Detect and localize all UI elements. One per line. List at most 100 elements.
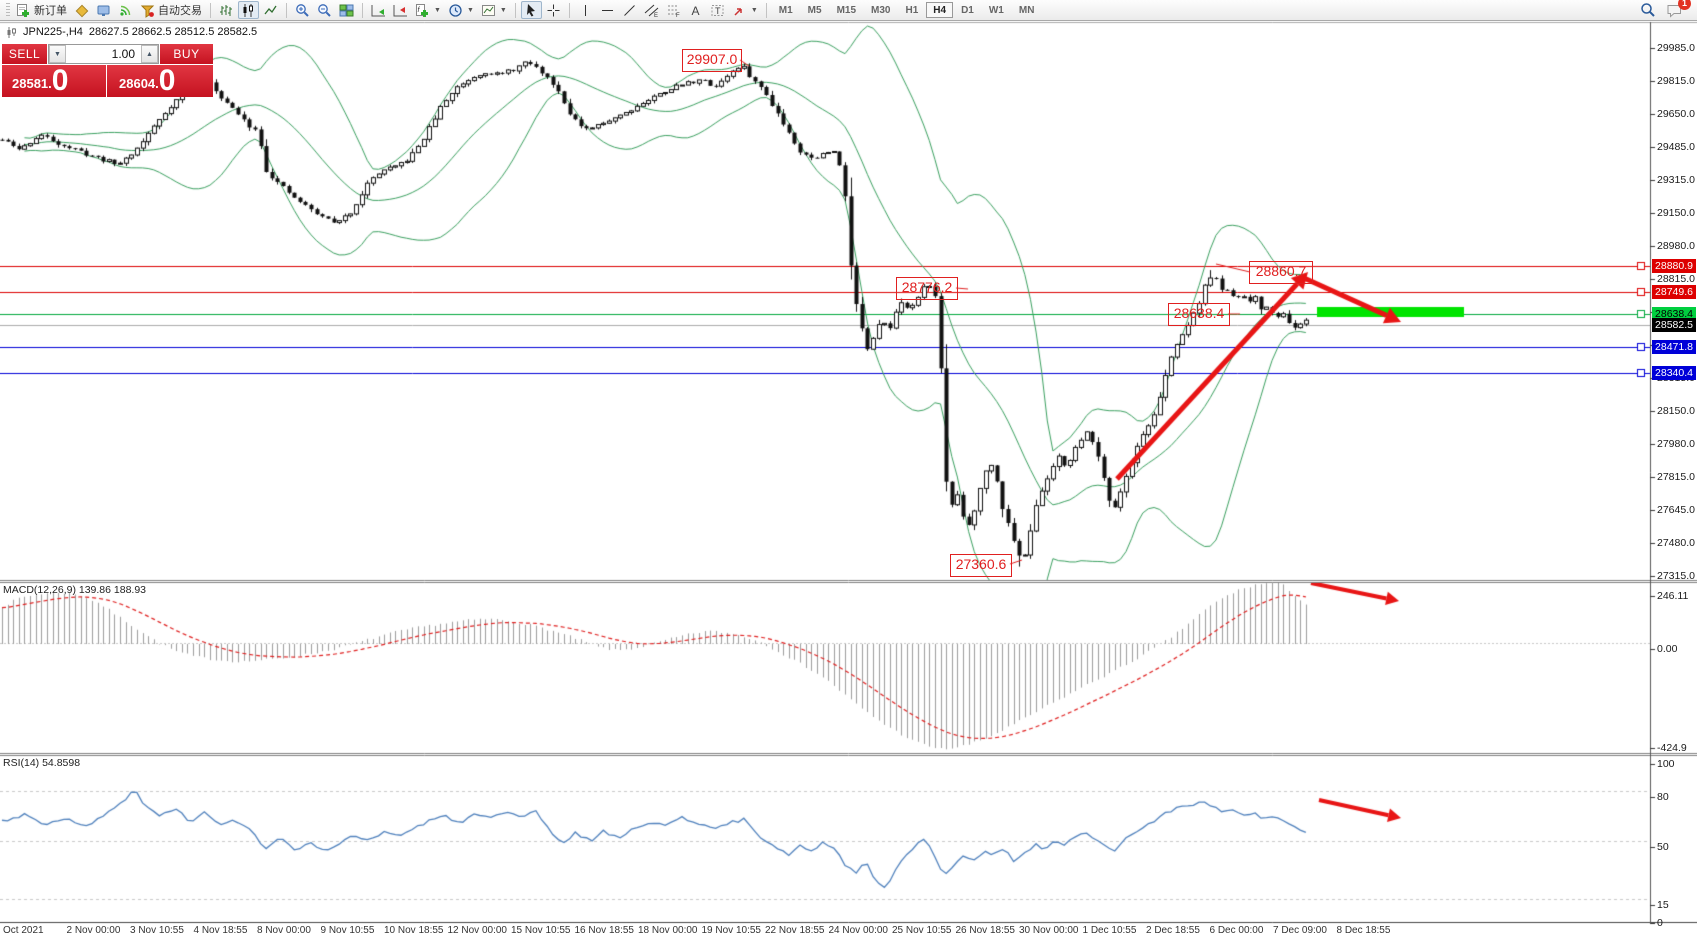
price-annotation[interactable]: 27360.6 — [950, 554, 1012, 577]
volume-decrease-button[interactable]: ▼ — [49, 45, 66, 63]
volume-value[interactable]: 1.00 — [111, 47, 135, 61]
new-order-icon — [16, 3, 31, 18]
zoom-in-button[interactable] — [292, 1, 313, 19]
timeframe-m30[interactable]: M30 — [871, 4, 891, 16]
rsi-tick: 15 — [1657, 899, 1669, 911]
zoom-out-button[interactable] — [314, 1, 335, 19]
timeframe-m1[interactable]: M1 — [778, 4, 793, 16]
date-label: 2 Nov 00:00 — [66, 925, 121, 936]
line-chart-button[interactable] — [260, 1, 281, 19]
indicators-dropdown-caret[interactable]: ▼ — [434, 6, 441, 14]
svg-text:f: f — [418, 7, 421, 14]
date-label: 2 Dec 18:55 — [1146, 925, 1200, 936]
date-label: 25 Nov 10:55 — [892, 925, 952, 936]
buy-price-pips: 0 — [158, 64, 176, 97]
economic-calendar-icon — [74, 3, 89, 18]
new-order-button[interactable]: 新订单 — [13, 1, 70, 19]
svg-text:E: E — [654, 13, 658, 18]
toolbar-separator — [362, 2, 363, 18]
text-button[interactable]: A — [685, 1, 706, 19]
channel-button[interactable]: E — [641, 1, 662, 19]
fibonacci-button[interactable]: F — [663, 1, 684, 19]
toolbar-gripper[interactable] — [6, 3, 10, 17]
candlestick-chart-icon — [241, 3, 256, 18]
templates-icon — [481, 3, 496, 18]
signals-icon — [118, 3, 133, 18]
svg-text:F: F — [676, 13, 680, 18]
timeframe-h4[interactable]: H4 — [926, 2, 954, 18]
autotrading-button[interactable]: 自动交易 — [137, 1, 205, 19]
fibonacci-icon: F — [666, 3, 681, 18]
cursor-button[interactable] — [520, 1, 542, 19]
macd-tick: 246.11 — [1657, 590, 1689, 602]
svg-text:T: T — [715, 6, 721, 16]
date-label: 15 Nov 10:55 — [511, 925, 571, 936]
level-price-label: 28471.8 — [1652, 340, 1696, 354]
trendline-button[interactable] — [619, 1, 640, 19]
sell-button[interactable]: SELL — [2, 44, 47, 64]
price-annotation[interactable]: 28860.7 — [1249, 261, 1313, 284]
templates-dropdown-caret[interactable]: ▼ — [499, 6, 507, 14]
timeframe-w1[interactable]: W1 — [988, 4, 1004, 16]
price-annotation[interactable]: 28776.2 — [896, 277, 958, 300]
economic-calendar-button[interactable] — [71, 1, 92, 19]
timeframe-d1[interactable]: D1 — [961, 4, 974, 16]
signals-button[interactable] — [115, 1, 136, 19]
timeframe-h1[interactable]: H1 — [905, 4, 919, 16]
periods-button[interactable]: ▼ — [445, 1, 477, 19]
periods-dropdown-caret[interactable]: ▼ — [466, 6, 474, 14]
text-label-icon: T — [710, 3, 725, 18]
rsi-tick: 0 — [1657, 917, 1663, 929]
date-label: 18 Nov 00:00 — [638, 925, 698, 936]
price-tick: 28150.0 — [1657, 405, 1695, 417]
timeframe-m5[interactable]: M5 — [807, 4, 822, 16]
macd-tick: 0.00 — [1657, 643, 1678, 655]
volume-increase-button[interactable]: ▲ — [141, 45, 158, 63]
chart-shift-button[interactable] — [390, 1, 411, 19]
vertical-line-button[interactable] — [575, 1, 596, 19]
text-label-button[interactable]: T — [707, 1, 728, 19]
timeframe-toolbar: M1 M5 M15 M30 H1 H4 D1 W1 MN — [772, 2, 1042, 18]
timeframe-mn[interactable]: MN — [1018, 4, 1035, 16]
rsi-tick: 100 — [1657, 758, 1675, 770]
indicators-button[interactable]: f ▼ — [412, 1, 444, 19]
bar-chart-icon — [219, 3, 234, 18]
arrows-button[interactable]: ▼ — [729, 1, 761, 19]
search-icon[interactable] — [1640, 2, 1656, 18]
toolbar: 新订单 自动交易 f ▼ ▼ ▼ E F A T ▼ — [0, 0, 1697, 21]
timeframe-m15[interactable]: M15 — [836, 4, 857, 16]
arrows-dropdown-caret[interactable]: ▼ — [750, 6, 758, 14]
text-icon: A — [688, 3, 703, 18]
price-tick: 27980.0 — [1657, 438, 1695, 450]
sell-price: 28581. 0 — [2, 65, 106, 97]
buy-price: 28604. 0 — [107, 65, 213, 97]
rsi-indicator-title: RSI(14) 54.8598 — [3, 757, 81, 769]
date-label: 6 Dec 00:00 — [1209, 925, 1264, 936]
toolbar-separator — [765, 2, 767, 18]
zoom-out-icon — [317, 3, 332, 18]
bar-chart-button[interactable] — [216, 1, 237, 19]
svg-text:A: A — [691, 4, 699, 18]
price-tick: 27480.0 — [1657, 537, 1695, 549]
buy-button[interactable]: BUY — [160, 44, 213, 64]
autotrading-label: 自动交易 — [158, 5, 202, 17]
chart-shift-icon — [393, 3, 408, 18]
horizontal-line-button[interactable] — [597, 1, 618, 19]
date-label: 7 Dec 09:00 — [1273, 925, 1327, 936]
chat-button[interactable]: 1 — [1666, 0, 1691, 18]
templates-button[interactable]: ▼ — [478, 1, 510, 19]
crosshair-button[interactable] — [543, 1, 564, 19]
toolbar-separator — [514, 2, 516, 18]
one-click-trading-panel: SELL ▼ 1.00 ▲ BUY 28581. 0 28604. 0 — [2, 44, 213, 97]
price-tick: 29985.0 — [1657, 42, 1695, 54]
candlestick-chart-button[interactable] — [238, 1, 259, 19]
arrows-icon — [732, 3, 747, 18]
toolbar-separator — [286, 2, 287, 18]
price-annotation[interactable]: 28638.4 — [1168, 303, 1230, 326]
auto-scroll-button[interactable] — [368, 1, 389, 19]
tile-windows-button[interactable] — [336, 1, 357, 19]
virtual-hosting-button[interactable] — [93, 1, 114, 19]
price-annotation[interactable]: 29907.0 — [682, 49, 742, 72]
